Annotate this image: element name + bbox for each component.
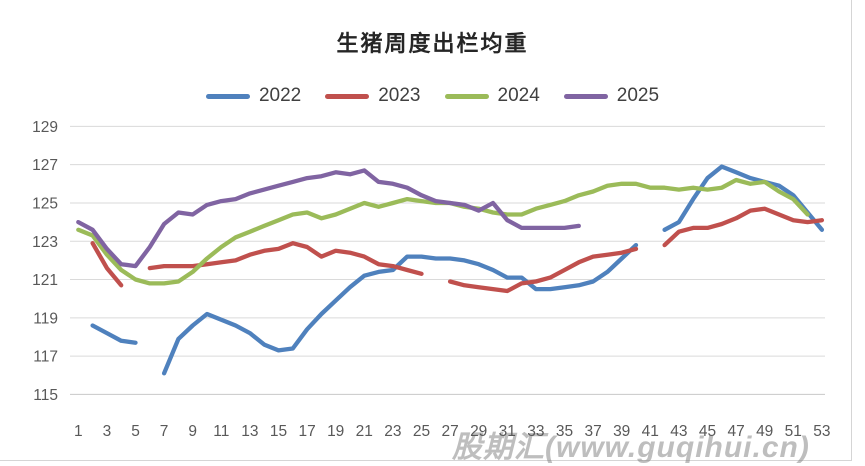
series-line-2023 — [447, 246, 639, 294]
y-tick-label: 129 — [32, 119, 58, 136]
x-tick-label: 37 — [584, 423, 601, 440]
x-tick-label: 49 — [756, 423, 773, 440]
y-tick-label: 115 — [33, 387, 58, 404]
legend-label: 2024 — [497, 85, 540, 106]
x-tick-label: 15 — [270, 423, 287, 440]
x-tick-label: 17 — [298, 423, 315, 440]
legend-label: 2022 — [258, 85, 302, 106]
x-tick-label: 31 — [499, 423, 516, 440]
legend-item-2024: 2024 — [444, 85, 540, 107]
legend-item-2025: 2025 — [563, 85, 660, 107]
x-tick-label: 43 — [670, 423, 687, 440]
chart-title: 生猪周度出栏均重 — [336, 31, 529, 56]
x-tick-label: 39 — [613, 423, 630, 440]
series-line-2025 — [76, 168, 581, 269]
x-tick-label: 7 — [160, 423, 169, 440]
series-line-2022 — [90, 323, 138, 345]
series-line-2023 — [147, 241, 424, 276]
legend-swatch-2023 — [325, 93, 370, 99]
x-tick-label: 21 — [356, 423, 373, 440]
watermark-text: 股期汇(www.guqihui.cn) — [452, 431, 810, 464]
y-tick-label: 117 — [33, 349, 58, 366]
legend-swatch-2024 — [444, 93, 489, 99]
x-tick-label: 27 — [441, 423, 458, 440]
x-tick-label: 51 — [785, 423, 802, 440]
series-line-2022 — [662, 164, 825, 232]
series-line-2023 — [90, 241, 124, 288]
series-line-2023 — [662, 206, 825, 248]
chart-legend: 2022 2023 2024 2025 — [0, 82, 865, 110]
legend-label: 2025 — [616, 85, 660, 106]
x-tick-label: 9 — [188, 423, 197, 440]
legend-swatch-2025 — [563, 93, 608, 99]
y-tick-label: 127 — [32, 157, 58, 174]
x-tick-label: 33 — [527, 423, 544, 440]
x-tick-label: 3 — [103, 423, 112, 440]
legend-label: 2023 — [378, 85, 421, 106]
x-tick-label: 45 — [699, 423, 716, 440]
x-tick-label: 1 — [74, 423, 83, 440]
y-tick-label: 121 — [32, 272, 58, 289]
legend-item-2023: 2023 — [325, 85, 421, 107]
chart-border — [0, 0, 852, 461]
x-tick-label: 53 — [813, 423, 830, 440]
x-tick-label: 41 — [642, 423, 659, 440]
y-tick-label: 123 — [32, 234, 58, 251]
x-tick-label: 47 — [727, 423, 744, 440]
x-tick-label: 25 — [413, 423, 430, 440]
y-tick-label: 119 — [33, 310, 58, 327]
x-tick-label: 5 — [131, 423, 140, 440]
x-tick-label: 19 — [327, 423, 344, 440]
x-tick-label: 35 — [556, 423, 573, 440]
x-tick-label: 11 — [213, 423, 229, 440]
x-tick-label: 13 — [241, 423, 258, 440]
legend-item-2022: 2022 — [205, 85, 302, 107]
x-tick-label: 29 — [470, 423, 487, 440]
y-tick-label: 125 — [32, 195, 58, 212]
series-line-2022 — [161, 242, 639, 376]
x-tick-label: 23 — [384, 423, 401, 440]
legend-swatch-2022 — [205, 93, 250, 99]
